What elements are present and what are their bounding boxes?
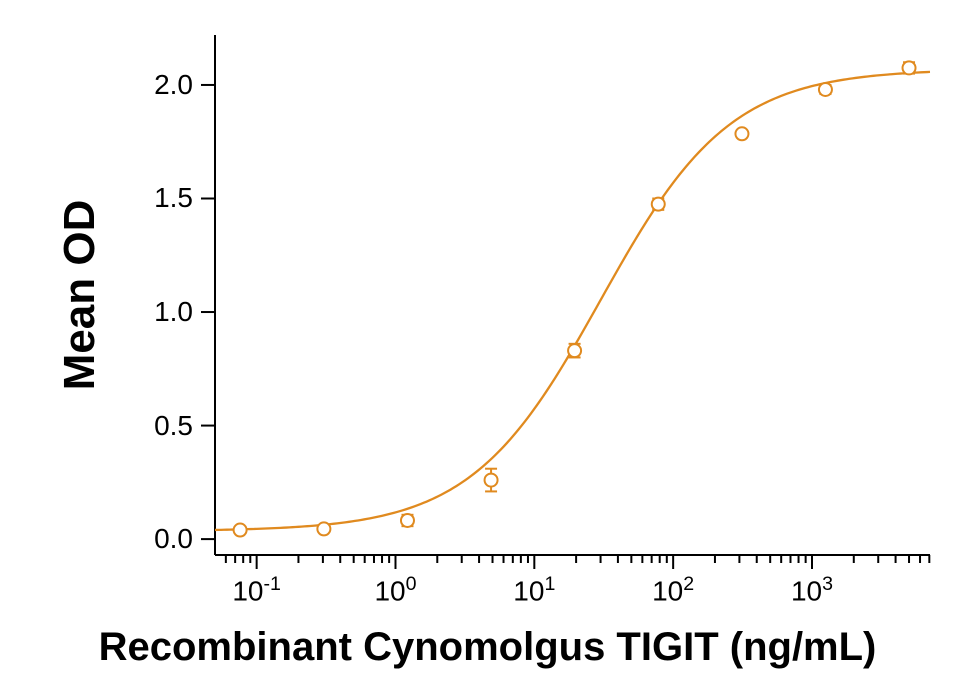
y-tick-label: 0.5 <box>154 410 193 442</box>
data-point <box>234 524 247 537</box>
data-point <box>652 198 665 211</box>
y-tick-label: 1.5 <box>154 182 193 214</box>
x-tick-label: 100 <box>374 573 416 607</box>
data-point <box>485 474 498 487</box>
data-point <box>401 514 414 527</box>
y-axis-title: Mean OD <box>55 200 105 391</box>
x-axis-title: Recombinant Cynomolgus TIGIT (ng/mL) <box>99 625 877 670</box>
data-point <box>903 61 916 74</box>
data-point <box>735 127 748 140</box>
y-tick-label: 1.0 <box>154 296 193 328</box>
data-point <box>819 83 832 96</box>
x-tick-label: 103 <box>791 573 833 607</box>
x-tick-label: 102 <box>652 573 694 607</box>
data-point <box>317 522 330 535</box>
x-tick-label: 101 <box>513 573 555 607</box>
x-tick-label: 10-1 <box>232 573 281 607</box>
fit-curve <box>215 72 930 530</box>
y-tick-label: 2.0 <box>154 69 193 101</box>
data-point <box>568 344 581 357</box>
y-tick-label: 0.0 <box>154 523 193 555</box>
